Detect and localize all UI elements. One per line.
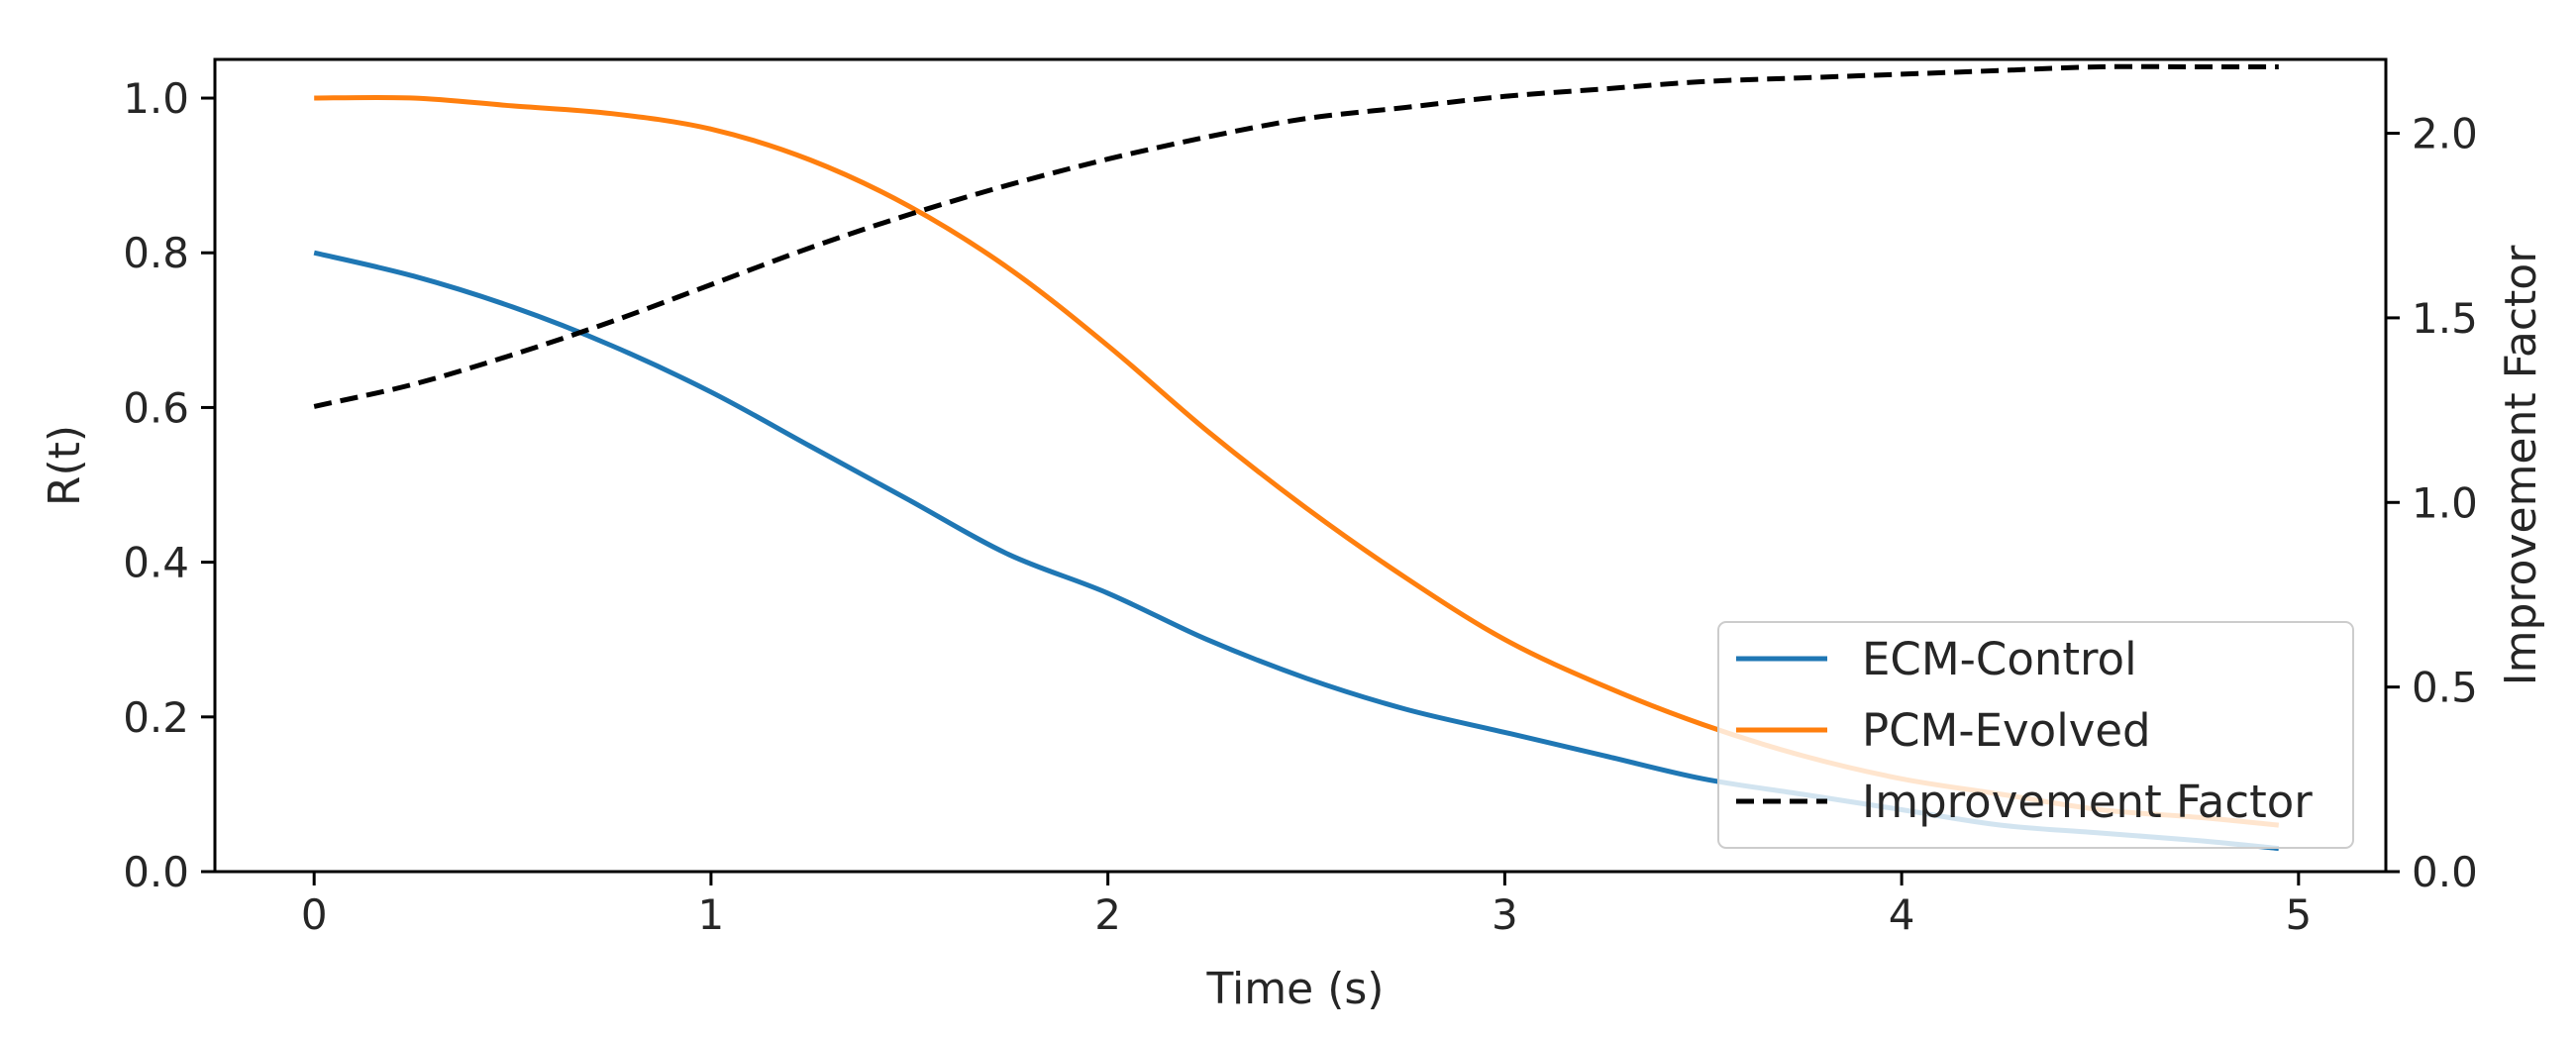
ticks-layer: 0 1 2 3 4 5 0.0 0.2 0.4 0.6 0.8 1.0 0.0 0.5 1.0 1.5 2.0 xyxy=(123,74,2478,939)
plot-frame xyxy=(213,57,2388,874)
x-tick-label: 4 xyxy=(1889,890,1915,939)
y-tick-label: 1.0 xyxy=(123,74,189,123)
x-axis-title: Time (s) xyxy=(1206,964,1385,1014)
y2-tick-label: 2.0 xyxy=(2412,110,2478,158)
legend-box xyxy=(1717,621,2354,849)
series-line-improvement-factor xyxy=(313,63,2279,409)
x-tick-label: 2 xyxy=(1094,890,1121,939)
y2-tick-label: 0.5 xyxy=(2412,664,2478,712)
x-tick-label: 3 xyxy=(1492,890,1518,939)
y-tick-label: 0.0 xyxy=(123,848,189,896)
y2-axis-title: Improvement Factor xyxy=(2496,245,2546,686)
y-axis-title: R(t) xyxy=(40,425,90,506)
x-tick-label: 5 xyxy=(2285,890,2312,939)
y-tick-label: 0.2 xyxy=(123,693,189,742)
y2-tick-label: 0.0 xyxy=(2412,848,2478,896)
y2-tick-label: 1.5 xyxy=(2412,294,2478,343)
y-tick-label: 0.6 xyxy=(123,383,189,432)
y2-tick-label: 1.0 xyxy=(2412,478,2478,527)
x-tick-label: 0 xyxy=(301,890,328,939)
legend-label-improvement-factor: Improvement Factor xyxy=(1862,776,2313,828)
x-tick-label: 1 xyxy=(698,890,725,939)
y-tick-label: 0.4 xyxy=(123,539,189,587)
legend: ECM-Control PCM-Evolved Improvement Fact… xyxy=(1717,621,2354,849)
y-tick-label: 0.8 xyxy=(123,229,189,277)
legend-label-pcm-evolved: PCM-Evolved xyxy=(1862,704,2151,757)
legend-label-ecm-control: ECM-Control xyxy=(1862,633,2137,685)
